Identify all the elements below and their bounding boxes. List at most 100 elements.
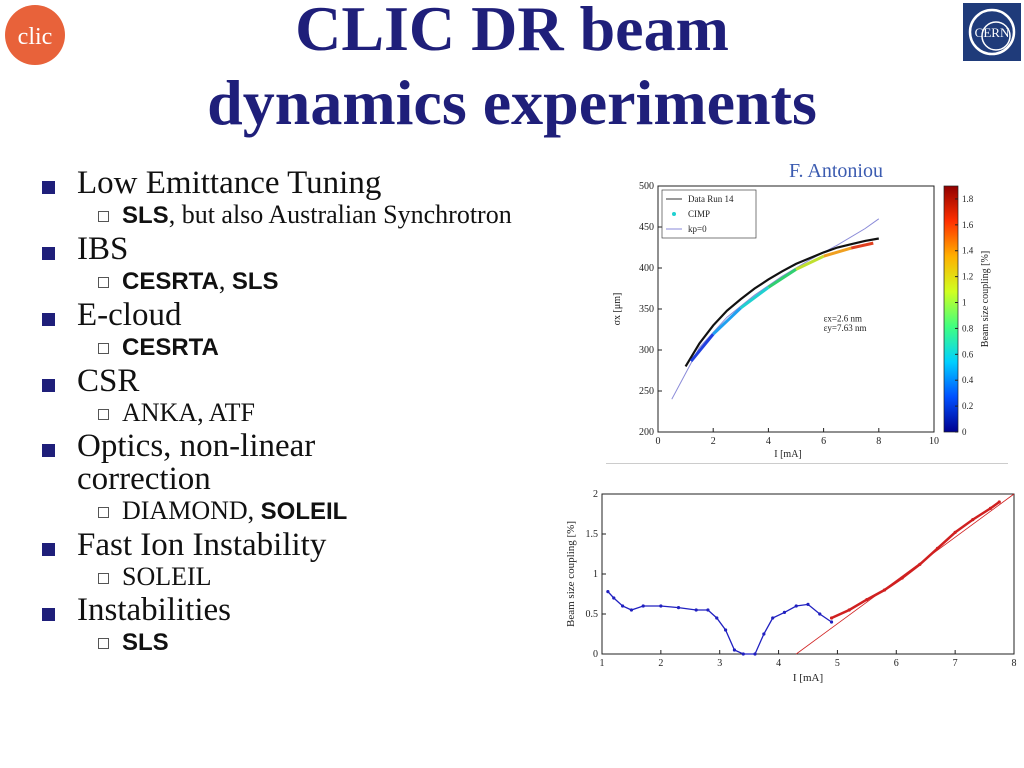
bullet-item: Optics, non-linear correction	[40, 430, 437, 496]
x-tick-label: 6	[894, 658, 899, 669]
colorbar-tick-label: 1	[962, 298, 967, 308]
square-bullet-icon	[98, 277, 109, 288]
sub-bullet-item: CESRTA, SLS	[40, 268, 560, 295]
square-bullet-icon	[98, 211, 109, 222]
sub-bullet-item: CESRTA	[40, 334, 560, 361]
plot-frame	[601, 493, 1015, 655]
data-point	[771, 616, 775, 620]
y-tick-label: 400	[639, 263, 654, 274]
y-tick-label: 1.5	[586, 529, 599, 540]
series-line-cimp	[850, 241, 874, 250]
bullet-item: Instabilities	[40, 594, 560, 627]
data-point	[953, 530, 957, 534]
bullet-list: Low Emittance Tuning SLS, but also Austr…	[40, 164, 560, 660]
series-line-data	[684, 237, 879, 367]
sub-bold-text: SOLEIL	[260, 498, 348, 525]
legend-box	[661, 189, 757, 239]
legend-label: kp=0	[688, 224, 707, 234]
sub-bullet-item: ANKA, ATF	[40, 400, 560, 426]
sub-text: DIAMOND,	[122, 496, 261, 525]
data-point	[724, 628, 728, 632]
coupling-chart: 1 2 3 4 5 6 7 8 0 0.5 1 1.5 2 I [mA] Beam size couplin…	[565, 489, 1017, 684]
data-point	[621, 604, 625, 608]
sub-bold-text: CESRTA	[122, 268, 219, 295]
data-point	[988, 506, 993, 510]
separator-line	[606, 463, 1008, 464]
x-tick-label: 2	[658, 658, 663, 669]
x-tick-label: 3	[717, 658, 722, 669]
square-bullet-icon	[98, 507, 109, 518]
legend-label: CIMP	[688, 209, 710, 219]
colorbar-tick-label: 1.2	[962, 272, 973, 282]
series-line-cimp	[689, 333, 715, 363]
x-axis-label: I [mA]	[793, 672, 823, 684]
author-credit: F. Antoniou	[789, 160, 883, 182]
x-tick-label: 7	[953, 658, 958, 669]
data-point	[606, 590, 610, 594]
legend-label: Data Run 14	[688, 194, 734, 204]
data-point	[794, 604, 798, 608]
colorbar-tick-label: 0.6	[962, 349, 974, 359]
title-line-2: dynamics experiments	[207, 67, 817, 138]
slide-title: CLIC DR beam dynamics experiments	[0, 0, 1024, 140]
sub-text: SOLEIL	[122, 562, 212, 591]
colorbar-tick-label: 1.6	[962, 220, 974, 230]
colorbar-tick-label: 1.8	[962, 194, 974, 204]
y-tick-label: 250	[639, 386, 654, 397]
series-line-cimp	[767, 268, 797, 289]
y-tick-label: 0.5	[586, 609, 599, 620]
data-point	[971, 518, 975, 522]
clic-logo: clic	[5, 5, 65, 65]
annotation: εx=2.6 nm	[824, 313, 862, 323]
data-point	[818, 612, 822, 616]
legend-marker	[672, 212, 676, 216]
data-point	[882, 588, 887, 592]
y-tick-label: 1	[593, 569, 598, 580]
sub-bold-text: SLS	[122, 629, 169, 656]
square-bullet-icon	[98, 409, 109, 420]
title-line-1: CLIC DR beam	[295, 0, 729, 64]
colorbar-tick-label: 1.4	[962, 246, 974, 256]
data-point	[782, 610, 787, 614]
x-tick-label: 10	[929, 436, 939, 447]
sub-bold-text: SLS	[122, 202, 169, 229]
data-point	[865, 598, 869, 602]
x-tick-label: 6	[821, 436, 826, 447]
y-tick-label: 300	[639, 345, 654, 356]
square-bullet-icon	[98, 638, 109, 649]
y-tick-label: 450	[639, 222, 654, 233]
colorbar-tick-label: 0	[962, 427, 967, 437]
y-tick-label: 0	[593, 649, 598, 660]
x-axis-label: I [mA]	[774, 449, 802, 460]
data-point	[762, 632, 766, 636]
x-tick-label: 8	[1012, 658, 1017, 669]
x-tick-label: 0	[656, 436, 661, 447]
cern-logo-text: CERN	[975, 25, 1010, 40]
colorbar	[943, 185, 959, 433]
data-point	[935, 546, 940, 550]
bullet-item: IBS	[40, 233, 560, 266]
bullet-item: Low Emittance Tuning	[40, 167, 560, 200]
data-point	[829, 620, 834, 624]
data-point	[629, 608, 634, 612]
clic-logo-text: clic	[18, 24, 53, 50]
sub-text: , but also Australian Synchrotron	[168, 200, 512, 229]
colorbar-label: Beam size coupling [%]	[980, 251, 991, 347]
data-point	[612, 596, 616, 600]
data-point	[918, 562, 922, 566]
y-tick-label: 500	[639, 181, 654, 192]
y-tick-label: 200	[639, 427, 654, 438]
colorbar-tick-label: 0.8	[962, 323, 974, 333]
y-tick-label: 2	[593, 489, 598, 500]
data-point	[715, 616, 719, 620]
data-point	[847, 608, 851, 612]
sub-text: ,	[218, 266, 232, 295]
x-tick-label: 4	[776, 658, 781, 669]
data-point	[676, 606, 681, 610]
data-point	[829, 616, 834, 620]
y-tick-label: 350	[639, 304, 654, 315]
series-line-cimp	[712, 306, 742, 336]
annotation: εy=7.63 nm	[824, 323, 867, 333]
sub-text: ANKA, ATF	[122, 398, 255, 427]
